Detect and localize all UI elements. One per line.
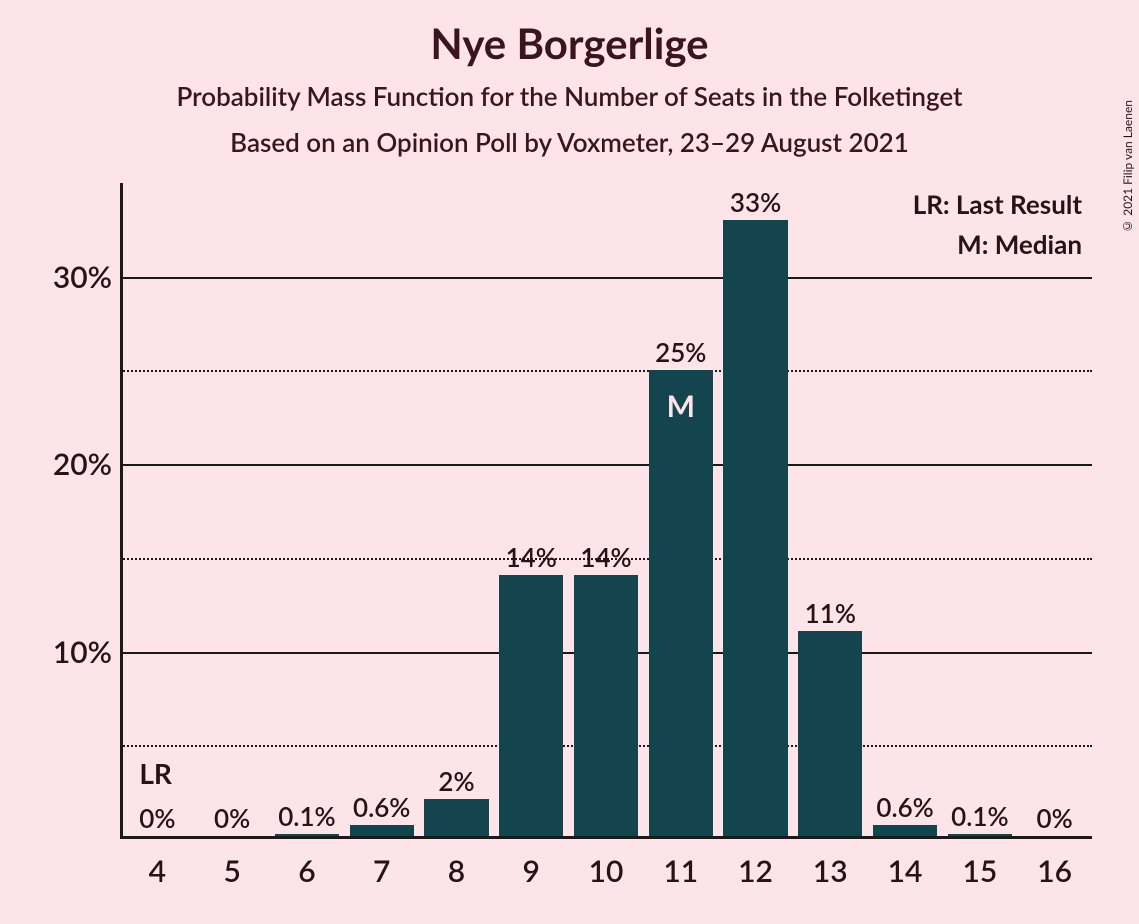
x-tick-label: 10 [589,853,624,889]
bar-value-label: 14% [580,541,631,573]
x-tick-label: 11 [663,853,698,889]
x-tick-label: 8 [448,853,465,889]
bar-value-label: 11% [805,597,856,629]
lr-marker: LR [139,756,172,790]
bar-value-label: 2% [438,765,474,797]
x-tick-label: 5 [223,853,240,889]
bar [499,575,563,836]
bar-value-label: 0% [1037,802,1073,834]
x-tick-label: 9 [523,853,540,889]
copyright-text: © 2021 Filip van Laenen [1120,100,1135,234]
bar-value-label: 0.1% [951,800,1008,832]
x-tick-label: 7 [373,853,390,889]
bar-value-label: 25% [655,336,706,368]
bar [873,825,937,836]
x-tick-label: 16 [1037,853,1072,889]
grid-line-major [120,464,1092,466]
legend-m: M: Median [913,228,1082,260]
x-axis [120,836,1092,839]
bar [649,370,713,836]
bar-value-label: 0% [214,802,250,834]
chart-legend: LR: Last Result M: Median [913,188,1082,268]
grid-line-minor [120,370,1092,372]
bar [723,220,787,836]
bar-value-label: 14% [506,541,557,573]
y-tick-label: 20% [53,446,112,482]
bar-value-label: 33% [730,186,781,218]
chart-title: Nye Borgerlige [0,0,1139,68]
y-axis [120,183,123,839]
chart-plot-area: LR: Last Result M: Median 10%20%30%40%LR… [120,183,1092,839]
bar [948,834,1012,836]
legend-lr: LR: Last Result [913,188,1082,220]
grid-line-major [120,277,1092,279]
bar-value-label: 0.6% [353,791,410,823]
x-tick-label: 13 [813,853,848,889]
bar-value-label: 0.6% [876,791,933,823]
x-tick-label: 4 [149,853,166,889]
y-tick-label: 10% [53,634,112,670]
chart-subtitle-1: Probability Mass Function for the Number… [0,80,1139,112]
y-tick-label: 30% [53,259,112,295]
bar-value-label: 0% [139,802,175,834]
bar [798,631,862,836]
bar [350,825,414,836]
bar [424,799,488,836]
x-tick-label: 14 [888,853,923,889]
bar [275,834,339,836]
bar [574,575,638,836]
x-tick-label: 6 [298,853,315,889]
chart-subtitle-2: Based on an Opinion Poll by Voxmeter, 23… [0,126,1139,158]
x-tick-label: 15 [962,853,997,889]
median-marker: M [667,388,695,424]
bar-value-label: 0.1% [278,800,335,832]
x-tick-label: 12 [738,853,773,889]
